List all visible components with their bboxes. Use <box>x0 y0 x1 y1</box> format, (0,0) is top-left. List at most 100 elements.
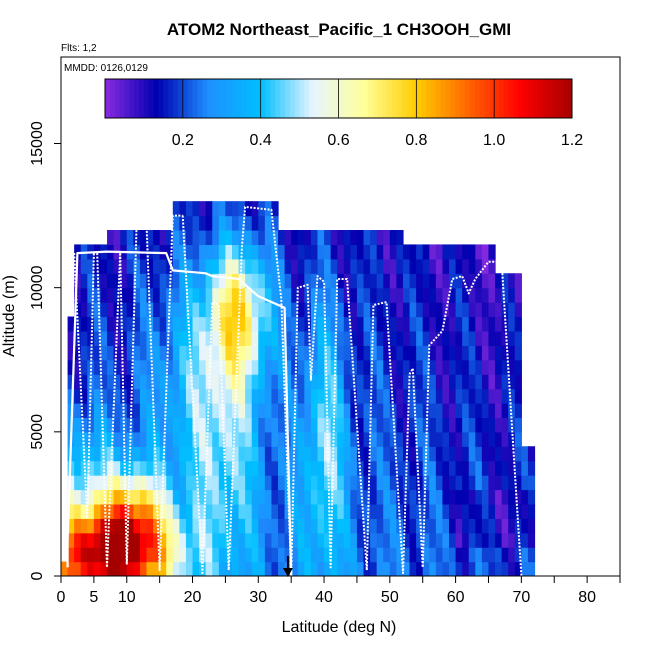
heatmap-cell <box>199 258 207 274</box>
heatmap-cell <box>225 345 233 361</box>
heatmap-cell <box>258 532 266 548</box>
heatmap-cell <box>449 460 457 476</box>
heatmap-cell <box>284 244 292 260</box>
heatmap-cell <box>429 287 437 303</box>
heatmap-cell <box>218 475 227 491</box>
heatmap-cell <box>376 302 384 318</box>
colorbar-swatch <box>255 79 262 118</box>
heatmap-cell <box>231 561 240 576</box>
heatmap-cell <box>370 475 378 491</box>
heatmap-cell <box>139 258 148 274</box>
heatmap-cell <box>475 518 483 534</box>
heatmap-cell <box>475 374 483 390</box>
heatmap-cell <box>205 230 213 246</box>
heatmap-cell <box>396 388 404 404</box>
heatmap-cell <box>278 316 286 332</box>
heatmap-cell <box>218 388 227 404</box>
heatmap-cell <box>146 273 154 289</box>
heatmap-cell <box>87 258 95 274</box>
heatmap-cell <box>179 201 187 217</box>
heatmap-cell <box>370 330 378 346</box>
heatmap-cell <box>284 302 292 318</box>
heatmap-cell <box>231 215 240 231</box>
heatmap-cell <box>343 258 351 274</box>
heatmap-cell <box>153 330 161 346</box>
heatmap-cell <box>67 489 75 505</box>
heatmap-cell <box>416 359 424 375</box>
heatmap-cell <box>514 273 522 289</box>
heatmap-cell <box>199 503 207 519</box>
heatmap-cell <box>481 518 490 534</box>
heatmap-cell <box>449 244 457 260</box>
colorbar-swatch <box>537 79 544 118</box>
heatmap-cell <box>356 446 365 462</box>
heatmap-cell <box>396 475 404 491</box>
heatmap-cell <box>258 273 266 289</box>
heatmap-cell <box>192 244 200 260</box>
heatmap-cell <box>205 561 213 576</box>
heatmap-cell <box>402 258 411 274</box>
heatmap-cell <box>199 302 207 318</box>
heatmap-cell <box>218 258 227 274</box>
heatmap-cell <box>80 561 88 576</box>
heatmap-cell <box>199 403 207 419</box>
heatmap-cell <box>278 561 286 576</box>
colorbar-swatch <box>494 79 500 118</box>
heatmap-cell <box>481 345 490 361</box>
heatmap-cell <box>317 475 325 491</box>
heatmap-cell <box>199 345 207 361</box>
heatmap-cell <box>389 230 397 246</box>
colorbar-swatch <box>250 79 257 118</box>
heatmap-cell <box>87 273 95 289</box>
heatmap-cell <box>172 403 180 419</box>
heatmap-cell <box>146 359 154 375</box>
heatmap-cell <box>185 287 194 303</box>
heatmap-cell <box>370 403 378 419</box>
heatmap-cell <box>139 230 148 246</box>
heatmap-cell <box>278 287 286 303</box>
heatmap-cell <box>297 547 305 563</box>
heatmap-cell <box>481 330 490 346</box>
heatmap-cell <box>238 330 246 346</box>
heatmap-cell <box>297 244 305 260</box>
heatmap-cell <box>199 230 207 246</box>
heatmap-cell <box>330 475 338 491</box>
heatmap-cell <box>389 403 397 419</box>
y-axis-label: Altitude (m) <box>1 275 18 357</box>
heatmap-cell <box>455 518 463 534</box>
heatmap-cell <box>416 561 424 576</box>
heatmap-cell <box>139 489 148 505</box>
heatmap-cell <box>258 345 266 361</box>
heatmap-cell <box>185 215 194 231</box>
heatmap-cell <box>212 489 220 505</box>
heatmap-cell <box>192 403 200 419</box>
heatmap-cell <box>462 475 470 491</box>
heatmap-cell <box>495 403 503 419</box>
heatmap-cell <box>330 518 338 534</box>
heatmap-cell <box>449 302 457 318</box>
heatmap-cell <box>258 215 266 231</box>
heatmap-cell <box>337 359 345 375</box>
heatmap-cell <box>389 287 397 303</box>
heatmap-cell <box>126 287 134 303</box>
heatmap-cell <box>304 244 312 260</box>
heatmap-cell <box>74 244 82 260</box>
heatmap-cell <box>185 403 194 419</box>
heatmap-cell <box>310 460 319 476</box>
heatmap-cell <box>291 547 299 563</box>
heatmap-cell <box>278 230 286 246</box>
heatmap-cell <box>389 417 397 433</box>
heatmap-cell <box>245 475 253 491</box>
heatmap-cell <box>310 388 319 404</box>
heatmap-cell <box>153 532 161 548</box>
heatmap-cell <box>383 417 391 433</box>
heatmap-cell <box>271 316 279 332</box>
heatmap-cell <box>383 258 391 274</box>
heatmap-cell <box>139 330 148 346</box>
heatmap-cell <box>343 316 351 332</box>
heatmap-cell <box>179 287 187 303</box>
heatmap-cell <box>251 287 259 303</box>
heatmap-cell <box>199 287 207 303</box>
heatmap-cell <box>317 446 325 462</box>
heatmap-cell <box>416 258 424 274</box>
